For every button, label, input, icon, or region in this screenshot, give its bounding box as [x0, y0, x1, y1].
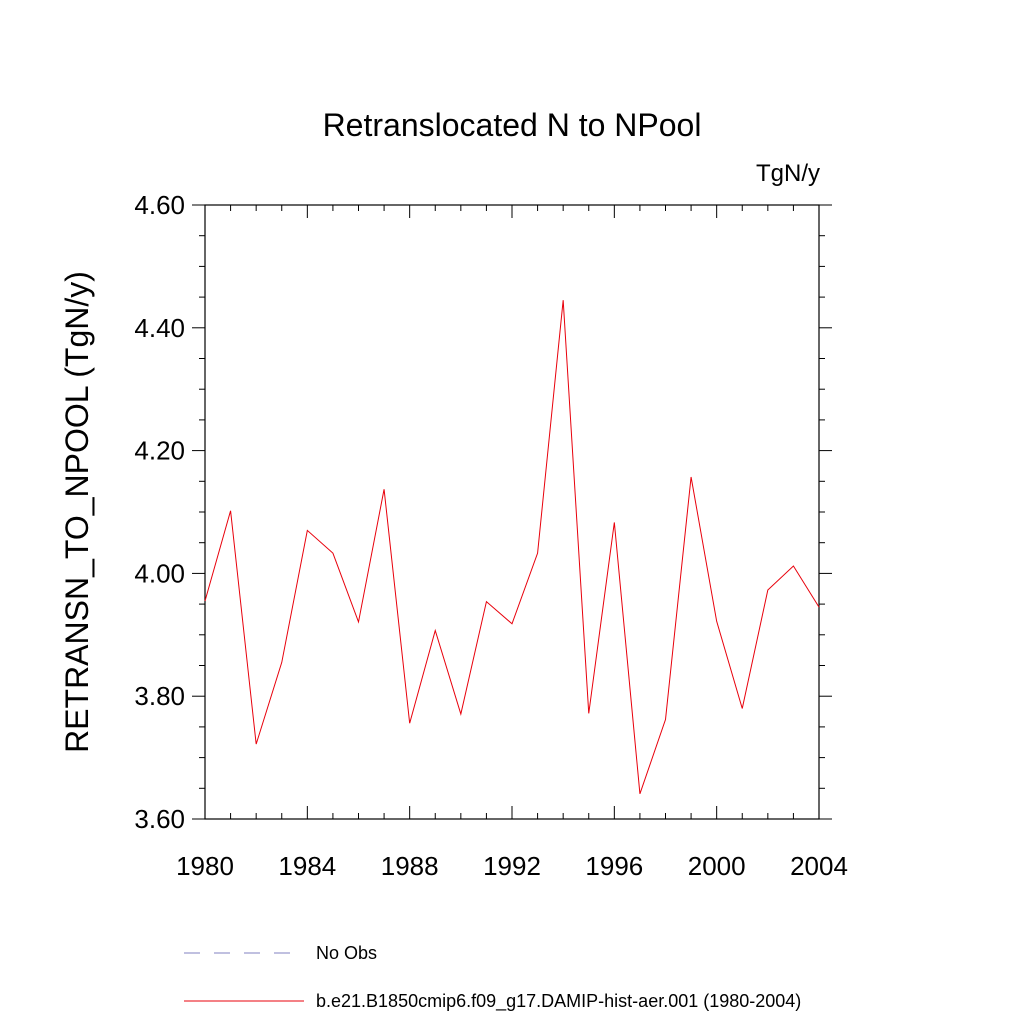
legend: No Obs b.e21.B1850cmip6.f09_g17.DAMIP-his…: [184, 943, 801, 1012]
x-tick-label: 1984: [278, 851, 336, 881]
x-tick-label: 2004: [790, 851, 848, 881]
units-label: TgN/y: [756, 160, 820, 187]
legend-label: b.e21.B1850cmip6.f09_g17.DAMIP-hist-aer.…: [316, 991, 801, 1012]
series-line: [204, 300, 820, 794]
plot-frame: [204, 204, 820, 820]
axis-ticks: [192, 204, 832, 820]
axis-tick-labels: 1980 1984 1988 1992 1996 2000 2004 3.60 3.80 4.00…: [134, 190, 848, 881]
x-tick-label: 2000: [688, 851, 746, 881]
y-tick-label: 4.00: [134, 558, 185, 588]
y-tick-label: 3.60: [134, 804, 185, 834]
y-tick-label: 4.60: [134, 190, 185, 220]
x-tick-label: 1996: [585, 851, 643, 881]
series-group: [204, 300, 820, 794]
y-tick-label: 4.40: [134, 313, 185, 343]
chart-title: Retranslocated N to NPool: [323, 107, 702, 143]
y-tick-label: 3.80: [134, 681, 185, 711]
y-axis-label: RETRANSN_TO_NPOOL (TgN/y): [59, 271, 95, 753]
x-tick-label: 1988: [381, 851, 439, 881]
legend-label: No Obs: [316, 943, 377, 963]
x-tick-label: 1992: [483, 851, 541, 881]
x-tick-label: 1980: [176, 851, 234, 881]
y-tick-label: 4.20: [134, 436, 185, 466]
